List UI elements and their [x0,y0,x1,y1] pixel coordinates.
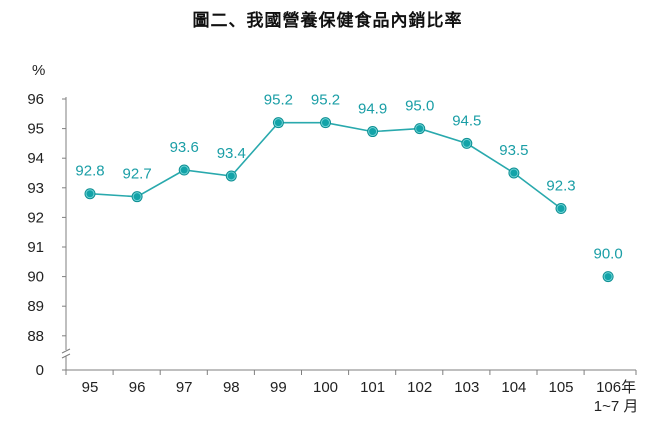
y-tick-label: 93 [27,180,44,197]
y-tick-labels: % 96 95 94 93 92 91 90 89 88 0 [27,62,45,379]
y-tick-label: 96 [27,91,44,108]
data-point [179,165,189,175]
x-tick-label: 104 [501,379,526,396]
y-axis-unit: % [32,62,45,79]
x-tick-label: 106年 [596,379,636,396]
x-tick-label: 99 [270,379,287,396]
data-point [226,171,236,181]
x-tick-label: 98 [223,379,240,396]
data-label: 95.2 [264,92,293,109]
data-point [462,138,472,148]
data-label: 92.8 [75,163,104,180]
y-tick-label: 89 [27,298,44,315]
data-label: 92.3 [546,178,575,195]
series-line [89,121,562,210]
x-tick-label: 105 [548,379,573,396]
y-tick-label: 88 [27,328,44,345]
x-tick-labels: 95 96 97 98 99 100 101 102 103 104 105 106年 1~7 月 [82,379,639,415]
y-tick-label: 90 [27,269,44,286]
data-label: 92.7 [122,166,151,183]
data-point [556,204,566,214]
data-point [603,272,613,282]
x-tick-label: 1~7 月 [594,398,639,415]
data-point [132,192,142,202]
x-tick-label: 101 [360,379,385,396]
data-label: 93.4 [217,145,246,162]
data-point [509,168,519,178]
data-point [273,118,283,128]
x-tick-label: 97 [176,379,193,396]
x-tick-label: 100 [313,379,338,396]
x-tick-label: 95 [82,379,99,396]
data-label: 93.5 [499,142,528,159]
data-point [321,118,330,128]
data-label: 94.5 [452,112,481,129]
data-point [85,189,95,199]
data-label: 95.0 [405,98,434,115]
y-tick-label: 95 [27,121,44,138]
data-label: 90.0 [593,246,622,263]
data-markers [84,117,614,283]
data-label: 93.6 [170,139,199,156]
y-tick-label: 0 [36,362,44,379]
x-tick-label: 96 [129,379,146,396]
data-point [368,127,378,137]
y-tick-label: 94 [27,150,44,167]
data-point [415,124,425,134]
x-tick-label: 103 [454,379,479,396]
y-tick-label: 91 [27,239,44,256]
y-tick-label: 92 [27,209,44,226]
data-label: 94.9 [358,101,387,118]
x-tick-label: 102 [407,379,432,396]
chart-title: 圖二、我國營養保健食品內銷比率 [192,11,463,31]
data-labels: 92.8 92.7 93.6 93.4 95.2 95.2 94.9 95.0 94.5 93.5… [75,92,622,263]
data-label: 95.2 [311,92,340,109]
axes [61,97,637,375]
